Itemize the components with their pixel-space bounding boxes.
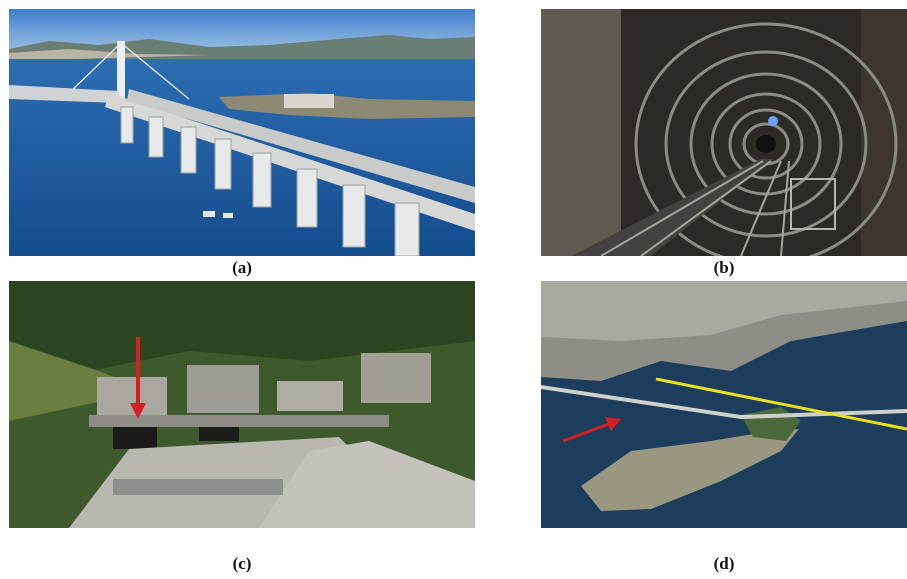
photo-bridge bbox=[9, 9, 475, 256]
caption-a: (a) bbox=[232, 258, 252, 277]
caption-b: (b) bbox=[713, 258, 735, 277]
photo-tunnel-portal bbox=[9, 281, 475, 528]
photo-tunnel bbox=[541, 9, 907, 256]
caption-d: (d) bbox=[713, 554, 735, 573]
caption-c: (c) bbox=[232, 554, 252, 573]
photo-aerial bbox=[541, 281, 907, 528]
